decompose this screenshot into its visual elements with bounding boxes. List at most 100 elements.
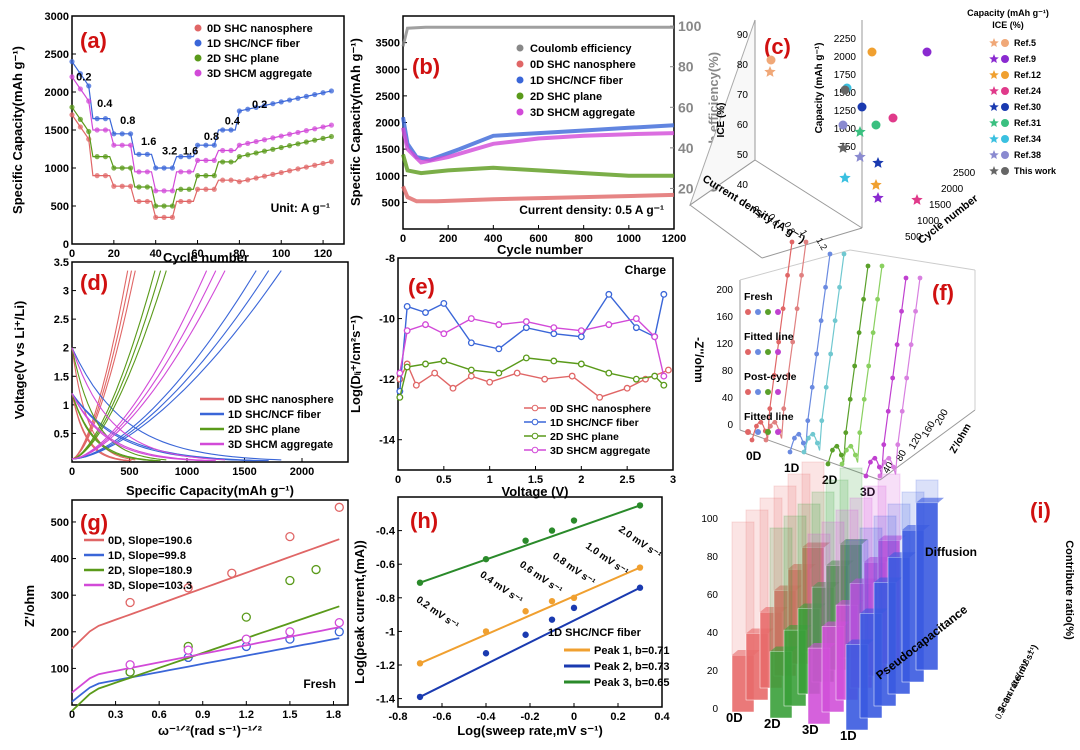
data-point — [153, 165, 159, 171]
legend-marker — [1001, 103, 1009, 111]
data-point — [94, 127, 100, 133]
data-point — [285, 627, 295, 637]
x-tick-label: -0.8 — [389, 711, 408, 723]
x-tick-label: -0.4 — [477, 711, 497, 723]
x-tick-label: 3 — [670, 474, 676, 486]
data-point — [522, 608, 529, 615]
data-point — [186, 154, 192, 160]
data-point — [94, 154, 100, 160]
y-tick-label: 2000 — [45, 87, 69, 99]
rate-label: 0.4 — [225, 116, 241, 128]
data-point — [872, 455, 878, 461]
data-point — [312, 126, 318, 132]
legend-marker — [516, 60, 524, 68]
legend-marker — [745, 429, 751, 435]
data-point — [870, 330, 876, 336]
data-point — [877, 473, 883, 479]
y-tick-label: 3 — [63, 286, 69, 298]
data-point — [303, 164, 309, 170]
charge-curve — [71, 270, 167, 460]
data-point — [868, 459, 873, 465]
z-tick-label: 40 — [737, 180, 749, 191]
axis-line — [689, 204, 763, 259]
z-tick-label: 80 — [707, 552, 719, 563]
data-point — [161, 203, 167, 209]
x-tick-label: 1.5 — [528, 474, 543, 486]
data-point — [861, 296, 866, 302]
panel-label: (e) — [408, 274, 435, 299]
data-point — [522, 318, 530, 326]
legend-marker — [531, 432, 539, 440]
data-point — [890, 375, 896, 381]
chart-g: 0 0.3 0.6 0.9 1.2 1.5 1.8 100 200 300 400 500 (g) ω⁻¹… — [22, 499, 349, 738]
z-tick-label: 60 — [707, 590, 719, 601]
legend-entry: 1D SHC/NCF fiber — [550, 417, 639, 429]
legend-marker — [516, 92, 524, 100]
data-point — [828, 351, 834, 357]
data-point — [144, 169, 150, 175]
y-tick-label: 2500 — [45, 49, 69, 61]
x-tick-label: 0 — [395, 474, 401, 486]
charge-curve — [71, 270, 257, 460]
legend-entry: 1D SHC/NCF fiber — [530, 75, 624, 87]
y-tick-label: -1.4 — [376, 694, 396, 706]
data-point — [285, 575, 295, 586]
data-point — [548, 527, 556, 534]
data-point — [144, 151, 150, 157]
data-point — [111, 165, 117, 171]
x-tick-label: 60 — [191, 248, 203, 260]
legend-marker — [765, 389, 771, 395]
z-tick-label: 40 — [707, 628, 719, 639]
data-point — [863, 473, 869, 479]
fit-line — [71, 637, 340, 703]
data-point — [211, 173, 217, 179]
legend-entry: This work — [1014, 166, 1057, 176]
data-point — [186, 198, 192, 205]
y-tick-label: -1.2 — [376, 660, 395, 672]
data-point — [881, 442, 887, 448]
legend-entry: Peak 3, b=0.65 — [594, 677, 670, 689]
sphere-marker — [857, 102, 867, 112]
panel-label: (c) — [764, 34, 791, 59]
data-point — [577, 360, 585, 368]
legend-marker — [1001, 55, 1009, 63]
x-tick-label: 1000 — [617, 233, 641, 245]
data-point — [194, 186, 201, 192]
data-point — [605, 321, 613, 329]
series-line — [71, 76, 332, 192]
star-marker — [989, 38, 999, 47]
legend-entry: 1D, Slope=99.8 — [108, 550, 186, 562]
data-point — [102, 127, 109, 133]
panel-label: (g) — [80, 510, 108, 535]
y-tick-label: -0.4 — [376, 526, 396, 538]
z-tick-label: 160 — [716, 312, 733, 323]
data-point — [895, 442, 901, 448]
fitted-line — [841, 265, 883, 465]
series-line — [401, 127, 675, 165]
star-marker — [911, 194, 923, 205]
data-point — [664, 366, 672, 374]
data-point — [522, 537, 529, 544]
data-point — [852, 363, 858, 369]
x-tick-label: 0.2 — [610, 711, 625, 723]
x-tick-label: 1200 — [662, 233, 686, 245]
sweep-rate-label: 0.2 mV s⁻¹ — [414, 595, 461, 633]
data-point — [228, 159, 234, 165]
legend-marker — [531, 418, 539, 426]
x-tick-label: 0.4 — [654, 711, 670, 723]
data-point — [550, 324, 558, 332]
data-point — [814, 351, 820, 357]
category-label: 3D — [802, 722, 819, 737]
data-point — [396, 393, 404, 401]
data-point — [894, 342, 900, 348]
y-tick-label: 2 — [63, 343, 69, 355]
discharge-curve — [71, 347, 167, 461]
data-point — [220, 159, 226, 165]
data-point — [467, 315, 475, 323]
y-tick-label: 200 — [51, 627, 69, 639]
data-point — [467, 372, 475, 380]
x-tick-label: 1 — [798, 228, 809, 237]
x-axis-label: ω⁻¹ᐟ²(rad s⁻¹)⁻¹ᐟ² — [158, 723, 263, 738]
data-point — [270, 101, 276, 107]
